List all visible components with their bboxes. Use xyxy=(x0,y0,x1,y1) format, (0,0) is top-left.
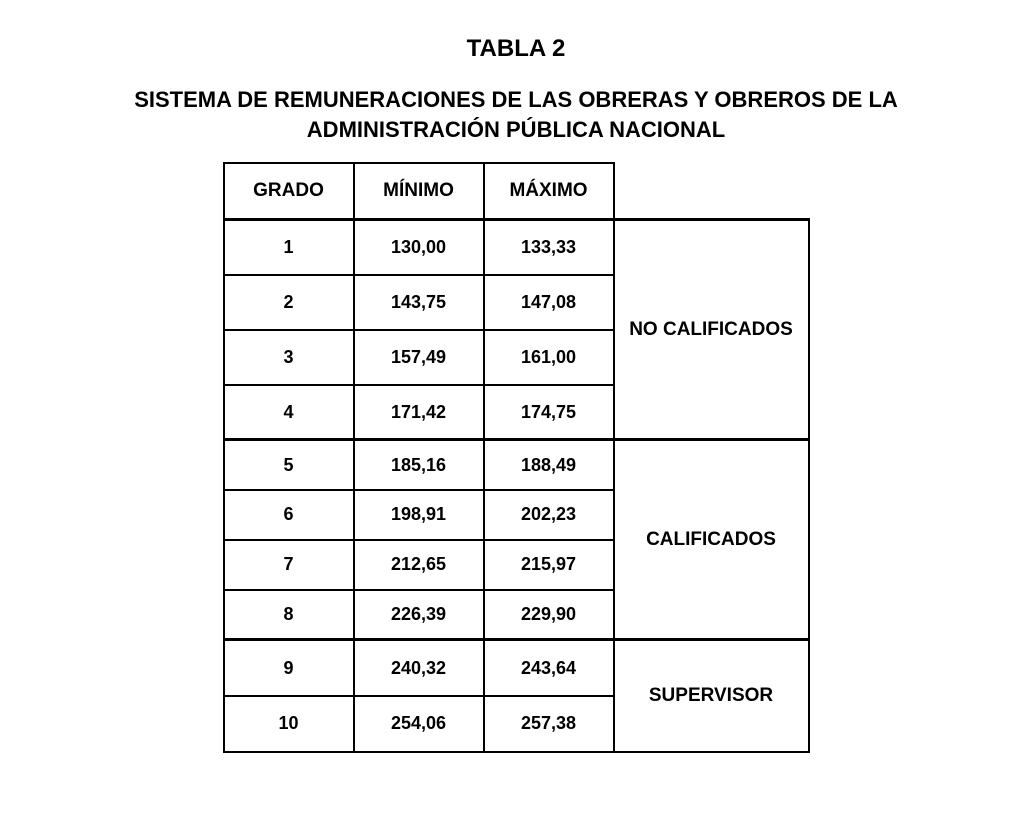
cell-grado: 4 xyxy=(224,385,354,440)
cell-categoria-no-calificados: NO CALIFICADOS xyxy=(614,220,809,440)
cell-minimo: 254,06 xyxy=(354,696,484,752)
cell-minimo: 130,00 xyxy=(354,220,484,275)
cell-minimo: 198,91 xyxy=(354,490,484,540)
col-header-minimo: MÍNIMO xyxy=(354,163,484,220)
cell-minimo: 185,16 xyxy=(354,440,484,490)
col-header-maximo: MÁXIMO xyxy=(484,163,614,220)
cell-grado: 7 xyxy=(224,540,354,590)
cell-maximo: 229,90 xyxy=(484,590,614,640)
cell-categoria-calificados: CALIFICADOS xyxy=(614,440,809,640)
cell-maximo: 147,08 xyxy=(484,275,614,330)
cell-maximo: 133,33 xyxy=(484,220,614,275)
cell-maximo: 161,00 xyxy=(484,330,614,385)
cell-grado: 8 xyxy=(224,590,354,640)
table-container: GRADO MÍNIMO MÁXIMO 1 130,00 133,33 NO C… xyxy=(0,162,1032,753)
subtitle-line-1: SISTEMA DE REMUNERACIONES DE LAS OBRERAS… xyxy=(134,87,898,112)
cell-grado: 6 xyxy=(224,490,354,540)
subtitle-line-2: ADMINISTRACIÓN PÚBLICA NACIONAL xyxy=(307,117,725,142)
cell-grado: 10 xyxy=(224,696,354,752)
cell-minimo: 240,32 xyxy=(354,640,484,696)
table-body: 1 130,00 133,33 NO CALIFICADOS 2 143,75 … xyxy=(224,220,809,752)
table-number-title: TABLA 2 xyxy=(0,35,1032,63)
table-row: 5 185,16 188,49 CALIFICADOS xyxy=(224,440,809,490)
cell-maximo: 215,97 xyxy=(484,540,614,590)
cell-maximo: 202,23 xyxy=(484,490,614,540)
cell-grado: 5 xyxy=(224,440,354,490)
cell-categoria-supervisor: SUPERVISOR xyxy=(614,640,809,752)
cell-grado: 9 xyxy=(224,640,354,696)
cell-maximo: 243,64 xyxy=(484,640,614,696)
remuneraciones-table: GRADO MÍNIMO MÁXIMO 1 130,00 133,33 NO C… xyxy=(223,162,810,753)
cell-minimo: 212,65 xyxy=(354,540,484,590)
cell-grado: 2 xyxy=(224,275,354,330)
cell-minimo: 171,42 xyxy=(354,385,484,440)
cell-minimo: 226,39 xyxy=(354,590,484,640)
col-header-blank xyxy=(614,163,809,220)
cell-grado: 1 xyxy=(224,220,354,275)
table-header-row: GRADO MÍNIMO MÁXIMO xyxy=(224,163,809,220)
cell-maximo: 174,75 xyxy=(484,385,614,440)
table-row: 1 130,00 133,33 NO CALIFICADOS xyxy=(224,220,809,275)
col-header-grado: GRADO xyxy=(224,163,354,220)
cell-grado: 3 xyxy=(224,330,354,385)
cell-maximo: 257,38 xyxy=(484,696,614,752)
cell-minimo: 143,75 xyxy=(354,275,484,330)
cell-minimo: 157,49 xyxy=(354,330,484,385)
cell-maximo: 188,49 xyxy=(484,440,614,490)
table-row: 9 240,32 243,64 SUPERVISOR xyxy=(224,640,809,696)
table-subtitle: SISTEMA DE REMUNERACIONES DE LAS OBRERAS… xyxy=(0,85,1032,144)
